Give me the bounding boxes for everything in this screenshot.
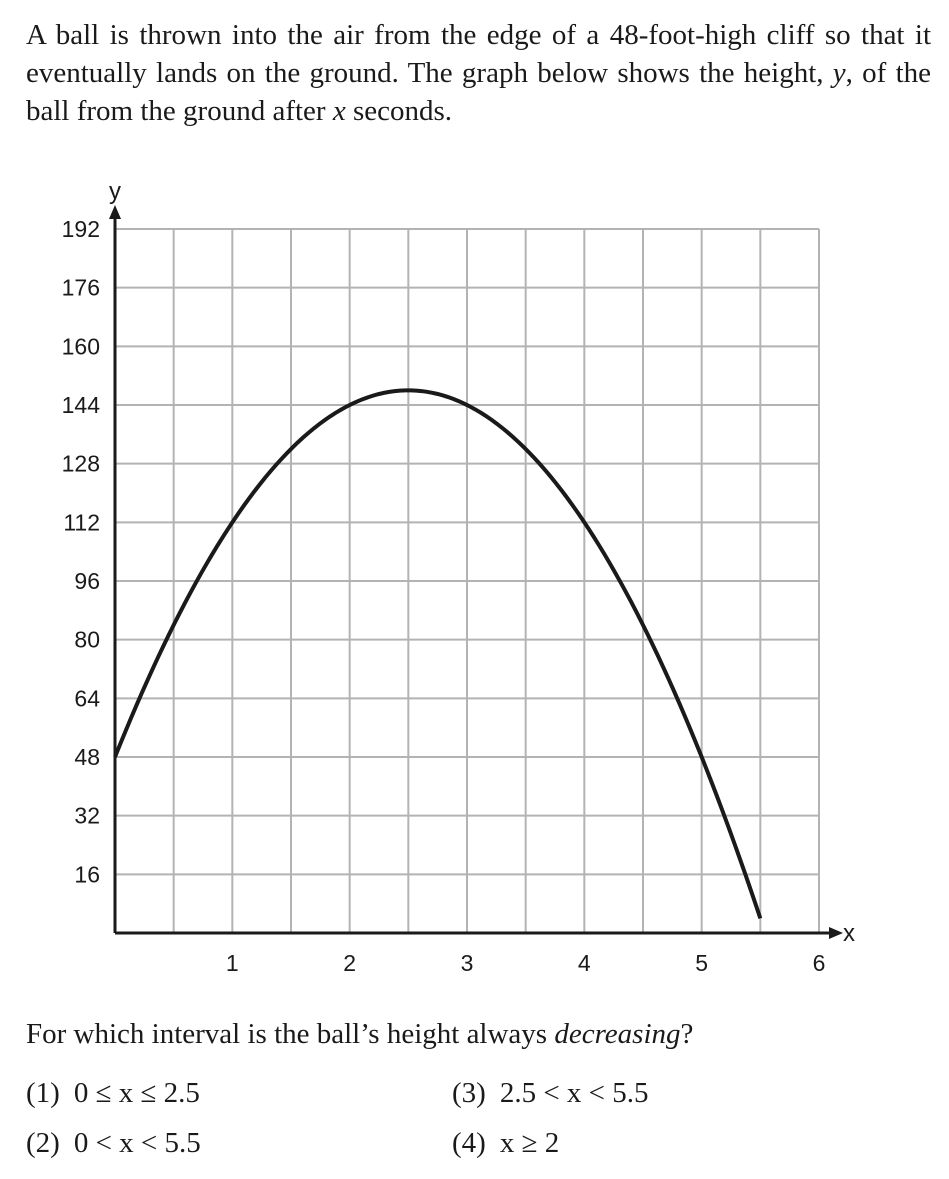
chart-axes: yx xyxy=(109,178,855,947)
y-tick-label: 192 xyxy=(62,216,100,242)
y-tick-label: 48 xyxy=(74,744,100,770)
choice-1-number: (1) xyxy=(26,1077,60,1109)
y-axis-label: y xyxy=(109,178,121,205)
choice-3-number: (3) xyxy=(452,1077,486,1109)
choice-2-text: 0 < x < 5.5 xyxy=(73,1127,201,1159)
x-tick-label: 1 xyxy=(226,950,239,976)
y-tick-label: 16 xyxy=(74,861,100,887)
choice-2[interactable]: (2) 0 < x < 5.5 xyxy=(26,1127,201,1160)
x-tick-label: 3 xyxy=(461,950,474,976)
choice-2-number: (2) xyxy=(26,1127,60,1159)
x-tick-label: 4 xyxy=(578,950,591,976)
choice-4[interactable]: (4) x ≥ 2 xyxy=(452,1127,559,1160)
y-tick-label: 96 xyxy=(74,568,100,594)
x-tick-label: 6 xyxy=(813,950,826,976)
intro-text-1: A ball is thrown into the air from the e… xyxy=(26,19,931,89)
chart-grid xyxy=(115,228,820,933)
intro-variable-y: y xyxy=(832,57,846,89)
question-text-2: ? xyxy=(680,1018,694,1050)
question-emphasis: decreasing xyxy=(554,1018,681,1050)
choice-1[interactable]: (1) 0 ≤ x ≤ 2.5 xyxy=(26,1077,200,1110)
y-tick-label: 128 xyxy=(62,451,100,477)
x-tick-label: 5 xyxy=(695,950,708,976)
intro-text-3: seconds. xyxy=(345,95,453,127)
choice-4-number: (4) xyxy=(452,1127,486,1159)
chart-tick-labels: 16 32 48 64 80 96 112 128 144 160 176 192 1 2 3 4 5 6 xyxy=(62,216,826,976)
intro-variable-x: x xyxy=(332,95,346,127)
choice-3-text: 2.5 < x < 5.5 xyxy=(499,1077,649,1109)
y-tick-label: 112 xyxy=(63,509,100,535)
y-tick-label: 80 xyxy=(74,627,100,653)
y-tick-label: 176 xyxy=(62,275,100,301)
choice-1-text: 0 ≤ x ≤ 2.5 xyxy=(73,1077,200,1109)
intro-text-2: , of the ball from the ground after xyxy=(26,57,931,127)
question-text: For which interval is the ball’s height … xyxy=(26,1018,693,1051)
question-text-1: For which interval is the ball’s height … xyxy=(26,1018,555,1050)
y-tick-label: 160 xyxy=(62,333,100,359)
x-axis-arrow-icon xyxy=(829,927,843,939)
y-tick-label: 64 xyxy=(74,685,100,711)
choice-3[interactable]: (3) 2.5 < x < 5.5 xyxy=(452,1077,649,1110)
y-tick-label: 32 xyxy=(74,803,100,829)
x-tick-label: 2 xyxy=(343,950,356,976)
choice-4-text: x ≥ 2 xyxy=(499,1127,560,1159)
y-axis-arrow-icon xyxy=(109,205,121,219)
height-curve xyxy=(113,388,763,919)
problem-intro: A ball is thrown into the air from the e… xyxy=(26,16,931,130)
y-tick-label: 144 xyxy=(62,392,101,418)
x-axis-label: x xyxy=(843,920,855,947)
